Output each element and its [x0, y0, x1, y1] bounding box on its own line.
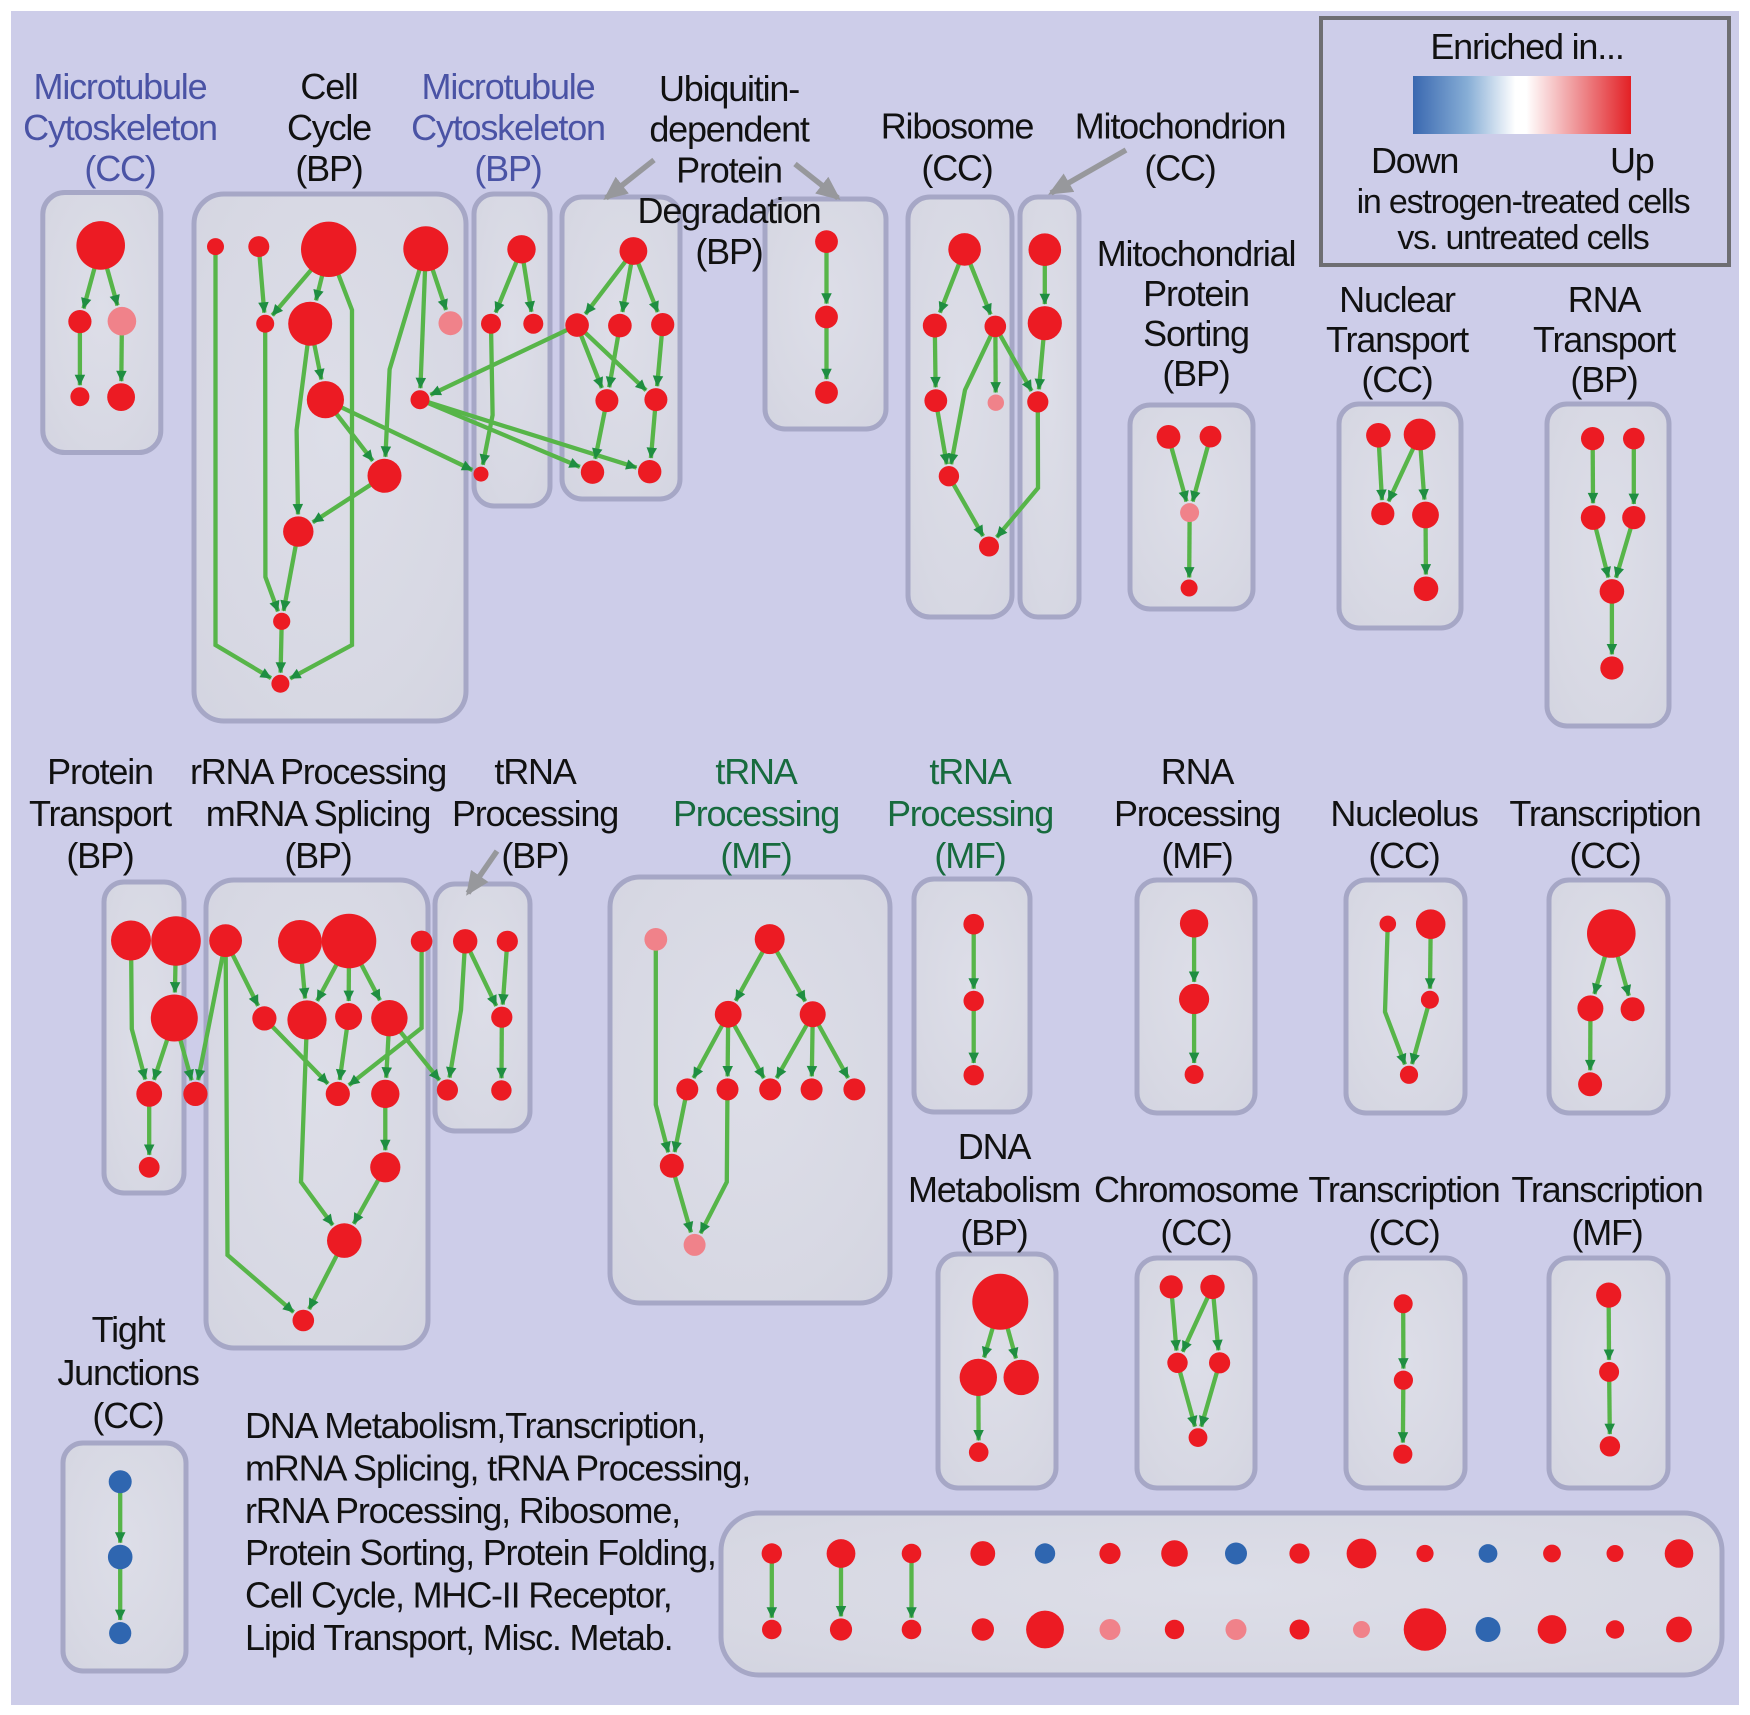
svg-text:Transcription: Transcription: [1509, 793, 1700, 834]
svg-text:(CC): (CC): [1160, 1212, 1231, 1253]
svg-text:Protein: Protein: [676, 149, 782, 190]
svg-text:Cytoskeleton: Cytoskeleton: [411, 107, 605, 148]
svg-text:mRNA Splicing, tRNA Processing: mRNA Splicing, tRNA Processing,: [245, 1447, 750, 1488]
svg-text:dependent: dependent: [649, 109, 810, 150]
svg-text:Metabolism: Metabolism: [908, 1169, 1080, 1210]
svg-text:(BP): (BP): [295, 148, 362, 189]
svg-text:Tight: Tight: [92, 1309, 166, 1350]
svg-text:(BP): (BP): [284, 835, 351, 876]
svg-text:(CC): (CC): [1368, 835, 1439, 876]
svg-text:Processing: Processing: [673, 793, 839, 834]
svg-text:(CC): (CC): [1144, 148, 1215, 189]
svg-text:Chromosome: Chromosome: [1094, 1169, 1298, 1210]
svg-text:Mitochondrial: Mitochondrial: [1097, 233, 1296, 274]
svg-text:(BP): (BP): [66, 835, 133, 876]
svg-text:(BP): (BP): [1570, 359, 1637, 400]
svg-text:Cycle: Cycle: [287, 107, 371, 148]
svg-text:Up: Up: [1610, 140, 1654, 181]
svg-text:Enriched in...: Enriched in...: [1430, 26, 1623, 67]
svg-text:Nuclear: Nuclear: [1339, 279, 1456, 320]
svg-text:Ribosome: Ribosome: [881, 106, 1034, 147]
svg-text:Cytoskeleton: Cytoskeleton: [23, 107, 217, 148]
svg-text:Ubiquitin-: Ubiquitin-: [659, 68, 799, 109]
svg-text:tRNA: tRNA: [494, 751, 576, 792]
svg-text:Processing: Processing: [887, 793, 1053, 834]
svg-text:Transport: Transport: [1326, 319, 1469, 360]
svg-text:Transport: Transport: [29, 793, 172, 834]
svg-text:(BP): (BP): [1162, 353, 1229, 394]
svg-text:tRNA: tRNA: [715, 751, 797, 792]
svg-text:(MF): (MF): [934, 835, 1005, 876]
svg-text:(BP): (BP): [695, 231, 762, 272]
svg-text:(MF): (MF): [720, 835, 791, 876]
svg-text:Protein Sorting, Protein Foldi: Protein Sorting, Protein Folding,: [245, 1532, 716, 1573]
svg-text:Degradation: Degradation: [638, 190, 821, 231]
svg-text:DNA: DNA: [958, 1126, 1032, 1167]
svg-text:RNA: RNA: [1161, 751, 1235, 792]
svg-text:(CC): (CC): [84, 148, 155, 189]
svg-text:rRNA Processing, Ribosome,: rRNA Processing, Ribosome,: [245, 1490, 680, 1531]
svg-text:Protein: Protein: [1143, 273, 1249, 314]
svg-text:(CC): (CC): [921, 148, 992, 189]
svg-text:Microtubule: Microtubule: [422, 66, 595, 107]
svg-text:Transcription: Transcription: [1308, 1169, 1499, 1210]
svg-text:tRNA: tRNA: [929, 751, 1011, 792]
svg-text:Down: Down: [1371, 140, 1458, 181]
svg-text:Transcription: Transcription: [1511, 1169, 1702, 1210]
svg-text:(MF): (MF): [1161, 835, 1232, 876]
svg-text:(BP): (BP): [960, 1212, 1027, 1253]
svg-text:vs. untreated cells: vs. untreated cells: [1397, 219, 1648, 257]
svg-text:(MF): (MF): [1571, 1212, 1642, 1253]
svg-text:Protein: Protein: [47, 751, 153, 792]
svg-text:RNA: RNA: [1568, 279, 1642, 320]
svg-text:(CC): (CC): [1569, 835, 1640, 876]
svg-text:Cell Cycle, MHC-II Receptor,: Cell Cycle, MHC-II Receptor,: [245, 1575, 672, 1616]
svg-text:Microtubule: Microtubule: [34, 66, 207, 107]
svg-text:Processing: Processing: [1114, 793, 1280, 834]
svg-text:(CC): (CC): [1368, 1212, 1439, 1253]
svg-text:Junctions: Junctions: [57, 1352, 198, 1393]
svg-text:mRNA Splicing: mRNA Splicing: [206, 793, 430, 834]
svg-text:DNA Metabolism,Transcription,: DNA Metabolism,Transcription,: [245, 1405, 705, 1446]
svg-text:Transport: Transport: [1533, 319, 1676, 360]
svg-text:Lipid Transport, Misc. Metab.: Lipid Transport, Misc. Metab.: [245, 1617, 672, 1658]
svg-text:Cell: Cell: [300, 66, 357, 107]
svg-text:(CC): (CC): [92, 1395, 163, 1436]
svg-text:in estrogen-treated cells: in estrogen-treated cells: [1357, 183, 1690, 221]
svg-text:Mitochondrion: Mitochondrion: [1075, 106, 1286, 147]
svg-text:(BP): (BP): [501, 835, 568, 876]
svg-text:(CC): (CC): [1361, 359, 1432, 400]
svg-text:Sorting: Sorting: [1143, 313, 1249, 354]
svg-text:rRNA Processing: rRNA Processing: [190, 751, 446, 792]
svg-text:(BP): (BP): [474, 148, 541, 189]
svg-text:Processing: Processing: [452, 793, 618, 834]
svg-text:Nucleolus: Nucleolus: [1330, 793, 1477, 834]
